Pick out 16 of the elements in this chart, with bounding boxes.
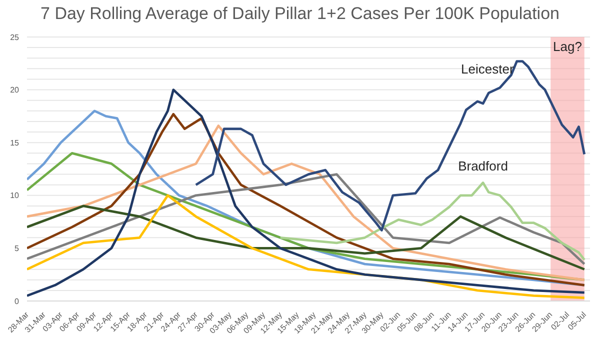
line-series [27,152,586,282]
band-label: Lag? [553,39,582,54]
y-tick-label: 0 [14,296,20,306]
line-series [27,204,586,271]
y-tick-label: 10 [10,191,20,200]
y-tick-label: 15 [10,138,20,148]
y-tick-label: 5 [14,244,20,254]
line-series [279,182,586,262]
y-tick-label: 20 [10,86,20,95]
line-series [27,173,586,266]
line-series [27,194,586,300]
line-series [27,88,586,297]
line-series [194,60,586,232]
chart-title: 7 Day Rolling Average of Daily Pillar 1+2 Cases Per 100K Population [40,4,560,24]
series-label: Bradford [458,158,508,174]
y-tick-label: 25 [10,32,20,42]
